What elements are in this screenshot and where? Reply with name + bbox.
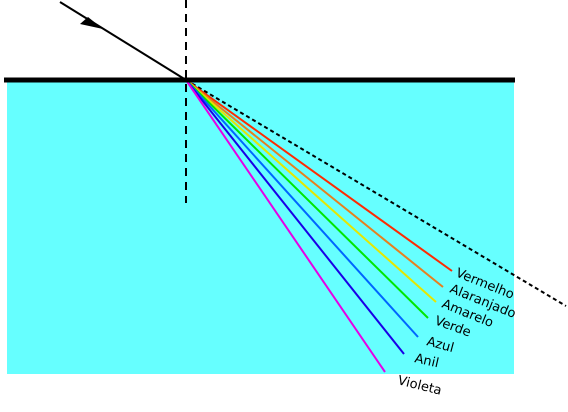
undeviated-ray <box>185 79 567 307</box>
ray-label-anil: Anil <box>413 351 440 371</box>
ray-vermelho <box>185 79 453 272</box>
incident-ray <box>59 1 187 81</box>
ray-label-violeta: Violeta <box>396 373 443 398</box>
dispersed-rays <box>185 79 453 373</box>
ray-verde <box>185 79 429 319</box>
incident-arrowhead <box>80 17 103 29</box>
refracting-medium <box>7 80 514 374</box>
ray-anil <box>185 79 405 355</box>
ray-azul <box>185 79 419 338</box>
ray-label-azul: Azul <box>425 334 456 356</box>
ray-alaranjado <box>185 79 444 288</box>
ray-violeta <box>185 79 386 373</box>
ray-amarelo <box>185 79 437 303</box>
